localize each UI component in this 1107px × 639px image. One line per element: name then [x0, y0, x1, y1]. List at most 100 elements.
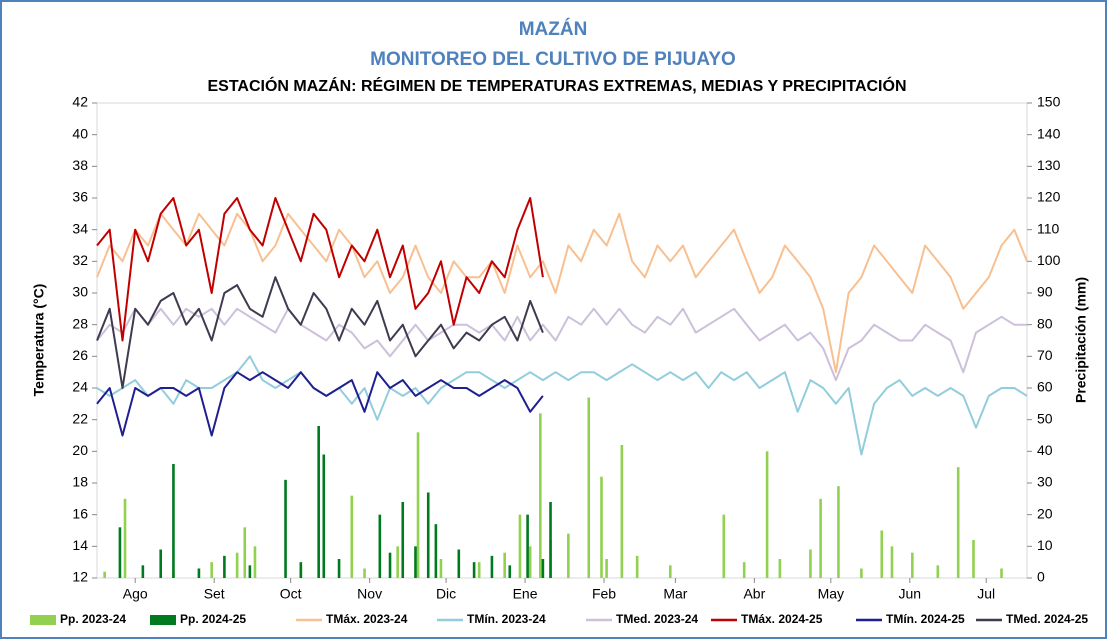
precip-bar — [587, 397, 591, 578]
x-tick-label: Jul — [977, 586, 995, 602]
x-tick-label: Feb — [592, 586, 616, 602]
y-tick-label: 18 — [72, 474, 88, 490]
x-tick-label: Ene — [513, 586, 538, 602]
precip-bar — [528, 546, 532, 578]
y2-tick-label: 10 — [1037, 537, 1053, 553]
y2-tick-label: 100 — [1037, 252, 1061, 268]
x-tick-label: Dic — [436, 586, 456, 602]
temperature-line — [96, 276, 544, 389]
precip-bar — [956, 467, 960, 578]
y-tick-label: 16 — [72, 505, 88, 521]
precip-bar — [819, 498, 822, 578]
precip-bar — [890, 546, 894, 578]
x-tick-label: Ago — [123, 586, 148, 602]
y2-tick-label: 0 — [1037, 569, 1045, 585]
temperature-line — [96, 371, 544, 437]
precip-bar — [778, 559, 782, 578]
precip-bar — [416, 432, 420, 578]
precip-bar — [337, 559, 341, 578]
y2-axis-label: Precipitación (mm) — [1073, 277, 1089, 403]
precip-bar — [235, 552, 239, 578]
precip-bar — [765, 451, 769, 578]
legend-label: TMáx. 2023-24 — [326, 612, 408, 626]
precip-bar — [620, 445, 624, 578]
precip-bar — [223, 555, 226, 578]
precip-bar — [457, 549, 461, 578]
precip-bar — [668, 565, 672, 578]
plot-title: ESTACIÓN MAZÁN: RÉGIMEN DE TEMPERATURAS … — [207, 76, 906, 95]
precip-bar — [605, 559, 608, 578]
precip-bar — [388, 552, 392, 578]
y-tick-label: 36 — [72, 189, 88, 205]
y-tick-label: 22 — [72, 410, 88, 426]
precip-bar — [159, 549, 162, 578]
y-tick-label: 12 — [72, 569, 88, 585]
y2-tick-label: 20 — [1037, 505, 1053, 521]
y-tick-label: 14 — [72, 537, 88, 553]
precip-bar — [378, 514, 382, 578]
precip-bar — [860, 568, 863, 578]
precip-bar — [911, 552, 914, 578]
precip-bar — [396, 546, 399, 578]
legend-swatch — [30, 615, 56, 625]
temperature-line — [96, 212, 1028, 374]
precip-bar — [539, 413, 542, 578]
precip-bar — [317, 426, 320, 578]
precip-bar — [972, 540, 975, 578]
y2-tick-label: 80 — [1037, 315, 1053, 331]
precip-bar — [253, 546, 257, 578]
precip-bar — [518, 514, 522, 578]
y2-tick-label: 140 — [1037, 125, 1061, 141]
precip-bar — [526, 514, 529, 578]
legend-label: TMed. 2024-25 — [1006, 612, 1088, 626]
precip-bar — [141, 565, 145, 578]
precip-bar — [880, 530, 884, 578]
precip-bar — [1000, 568, 1003, 578]
precip-bar — [600, 476, 603, 578]
precip-bar — [837, 486, 840, 578]
temperature-line — [96, 355, 1028, 456]
y2-tick-label: 30 — [1037, 474, 1053, 490]
y-tick-label: 34 — [72, 220, 88, 236]
precip-bar — [363, 568, 366, 578]
x-tick-label: Oct — [280, 586, 302, 602]
legend-label: TMín. 2024-25 — [886, 612, 965, 626]
x-tick-label: May — [818, 586, 844, 602]
y-axis-label: Temperatura (°C) — [31, 284, 47, 397]
precip-bar — [172, 464, 175, 578]
precip-bar — [567, 533, 570, 578]
precip-bar — [503, 552, 506, 578]
legend-label: Pp. 2023-24 — [60, 612, 126, 626]
precip-bar — [541, 559, 545, 578]
x-tick-label: Abr — [743, 586, 765, 602]
precip-bar — [103, 571, 106, 578]
precip-bar — [118, 527, 122, 578]
x-tick-label: Mar — [663, 586, 687, 602]
precip-bar — [401, 502, 405, 578]
y2-tick-label: 60 — [1037, 379, 1053, 395]
precip-bar — [936, 565, 940, 578]
temperature-line — [96, 197, 544, 342]
y2-tick-label: 70 — [1037, 347, 1053, 363]
legend-label: TMáx. 2024-25 — [741, 612, 823, 626]
chart-title: MAZÁN — [519, 18, 588, 40]
y2-tick-label: 110 — [1037, 220, 1060, 236]
precip-bar — [742, 562, 746, 578]
precip-bar — [414, 546, 417, 578]
y2-tick-label: 120 — [1037, 189, 1061, 205]
y-tick-label: 42 — [72, 94, 88, 110]
precip-bar — [635, 555, 639, 578]
y-tick-label: 24 — [72, 379, 88, 395]
legend-label: TMed. 2023-24 — [616, 612, 698, 626]
legend-label: TMín. 2023-24 — [467, 612, 546, 626]
precip-bar — [243, 527, 247, 578]
y2-tick-label: 150 — [1037, 94, 1061, 110]
y2-tick-label: 130 — [1037, 157, 1061, 173]
precip-bar — [434, 524, 438, 578]
precip-bar — [197, 568, 201, 578]
y2-tick-label: 90 — [1037, 284, 1053, 300]
precip-bar — [809, 549, 812, 578]
legend-swatch — [150, 615, 176, 625]
precip-bar — [472, 562, 476, 578]
